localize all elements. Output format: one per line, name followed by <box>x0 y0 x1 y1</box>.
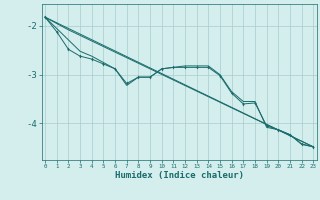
X-axis label: Humidex (Indice chaleur): Humidex (Indice chaleur) <box>115 171 244 180</box>
